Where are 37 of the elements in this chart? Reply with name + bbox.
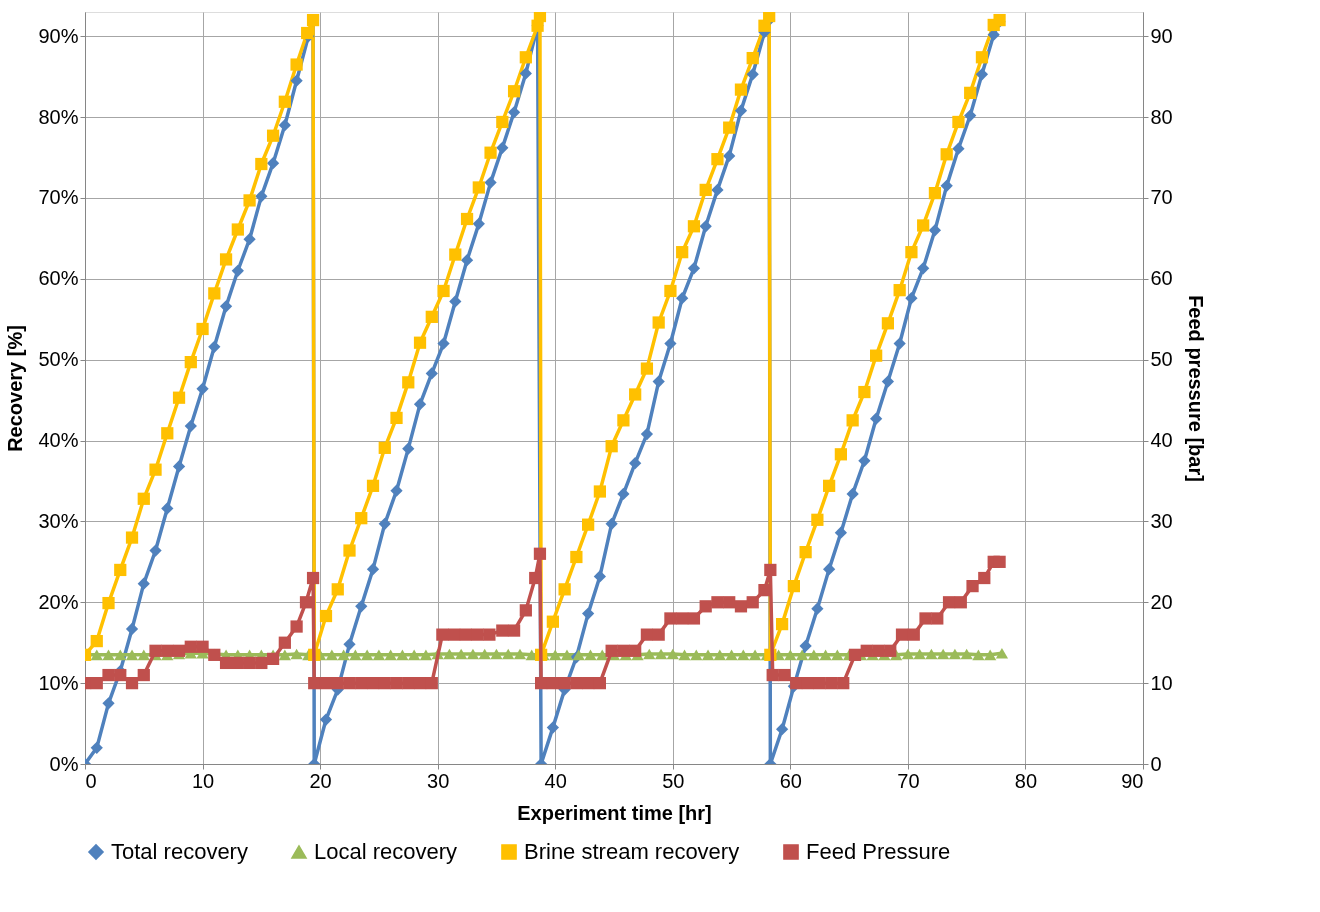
x-tick-label: 70	[897, 769, 920, 792]
y2-tick-label: 30	[1150, 509, 1173, 532]
y-tick-label: 50%	[38, 348, 79, 371]
y-tick-label: 0%	[49, 752, 79, 775]
y-tick-label: 60%	[38, 267, 79, 290]
x-tick-label: 10	[191, 769, 215, 792]
y2-tick-label: 20	[1150, 590, 1173, 613]
y2-tick-label: 60	[1150, 267, 1173, 290]
legend-label: Feed Pressure	[806, 839, 951, 864]
x-tick-label: 80	[1014, 769, 1038, 792]
y2-tick-label: 70	[1150, 186, 1173, 209]
y2-tick-label: 0	[1150, 752, 1162, 775]
x-axis-title: Experiment time [hr]	[517, 801, 712, 824]
x-tick-label: 40	[544, 769, 567, 792]
y2-tick-label: 10	[1150, 671, 1173, 694]
y-tick-label: 80%	[38, 105, 79, 128]
y2-axis-title: Feed pressure [bar]	[1184, 295, 1207, 482]
x-tick-label: 50	[662, 769, 685, 792]
y2-tick-label: 80	[1150, 105, 1173, 128]
x-tick-label: 30	[427, 769, 450, 792]
legend-label: Total recovery	[111, 839, 248, 864]
y-axis-title: Recovery [%]	[4, 325, 27, 452]
x-tick-label: 20	[309, 769, 332, 792]
x-tick-label: 60	[779, 769, 802, 792]
y-tick-label: 70%	[38, 186, 79, 209]
y2-tick-label: 90	[1150, 24, 1173, 47]
y-tick-label: 40%	[38, 429, 79, 452]
x-tick-label: 0	[85, 769, 97, 792]
y-tick-label: 20%	[38, 590, 79, 613]
y-tick-label: 30%	[38, 509, 79, 532]
y-tick-label: 90%	[38, 24, 79, 47]
legend-label: Brine stream recovery	[524, 839, 740, 864]
x-tick-label: 90	[1121, 769, 1144, 792]
y-tick-label: 10%	[38, 671, 79, 694]
legend-label: Local recovery	[314, 839, 458, 864]
y2-tick-label: 40	[1150, 429, 1173, 452]
y2-tick-label: 50	[1150, 348, 1173, 371]
